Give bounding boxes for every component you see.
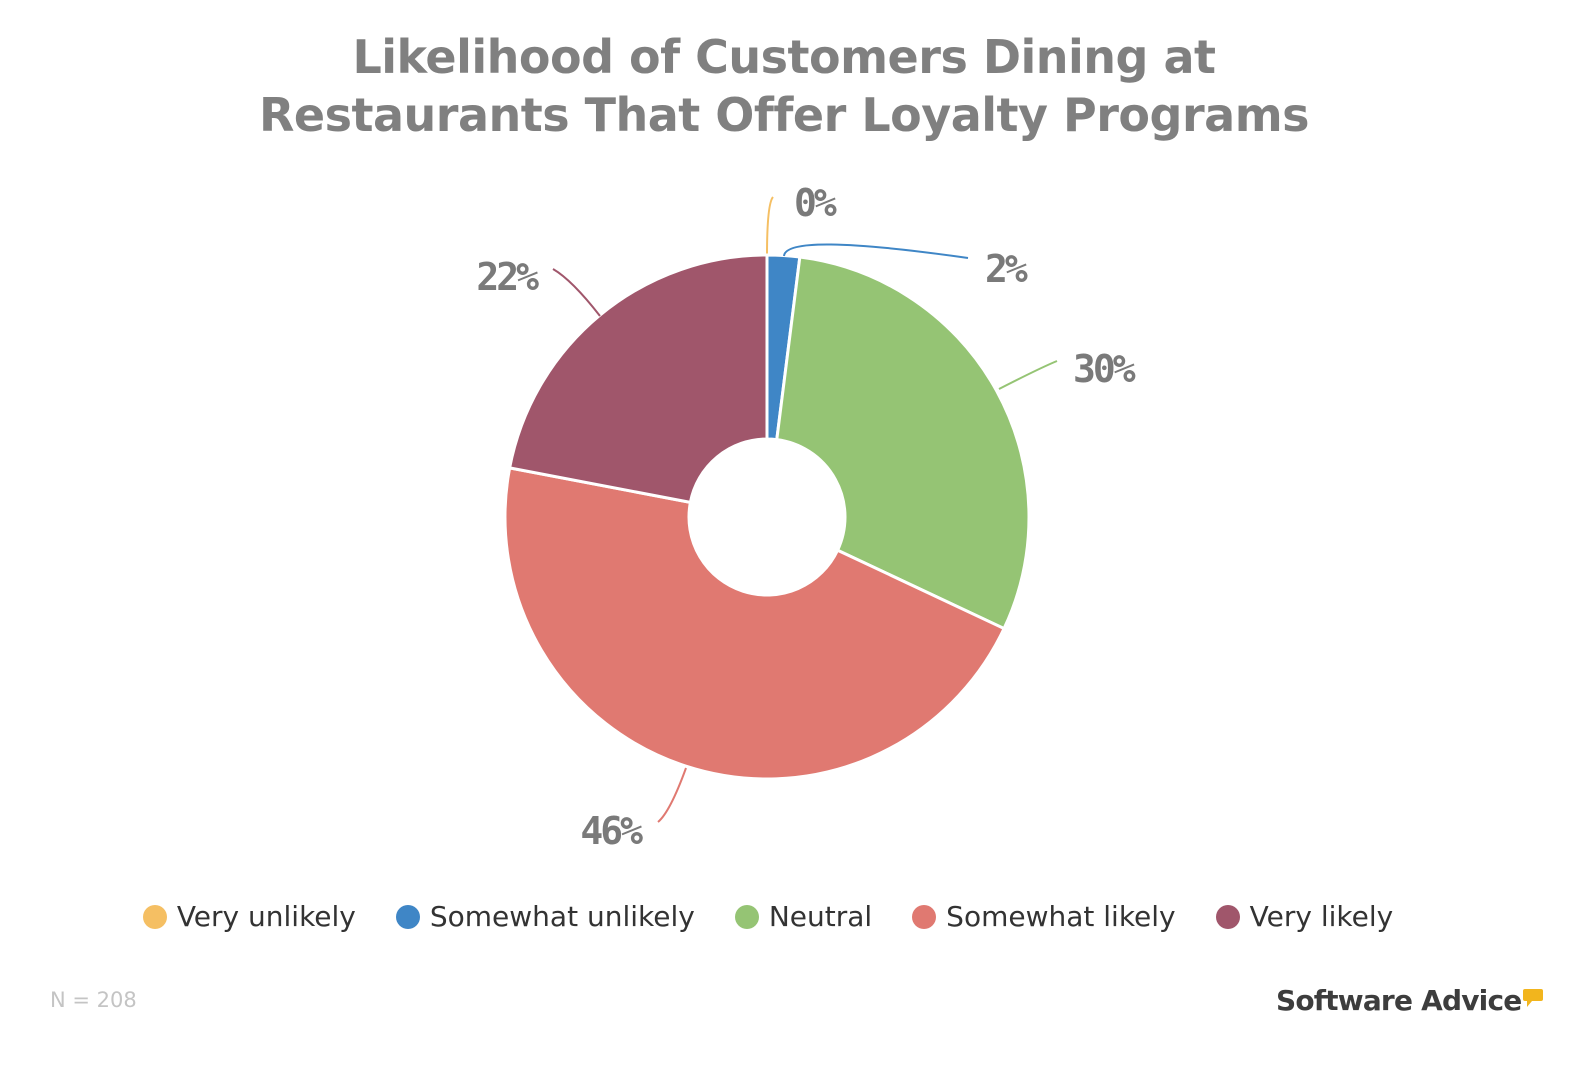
brand-name: Software Advice <box>1276 984 1522 1017</box>
legend-label: Very unlikely <box>176 900 356 933</box>
legend-swatch <box>912 904 937 929</box>
leader-line-neutral <box>998 360 1058 390</box>
data-label-very-unlikely: 0% <box>794 181 837 225</box>
chart-title-line-1: Likelihood of Customers Dining at <box>352 30 1216 84</box>
legend-label: Very likely <box>1249 900 1394 933</box>
legend-swatch <box>142 904 167 929</box>
sample-size-footnote: N = 208 <box>50 988 137 1012</box>
leader-line-somewhat-likely <box>657 767 687 823</box>
data-label-somewhat-likely: 46% <box>580 809 643 853</box>
slice-somewhat-likely <box>503 466 1007 781</box>
legend-label: Somewhat likely <box>946 900 1176 933</box>
legend-swatch <box>395 904 420 929</box>
data-label-somewhat-unlikely: 2% <box>985 247 1028 291</box>
leader-line-very-likely <box>552 268 601 317</box>
legend-item-very-likely: Very likely <box>1215 900 1394 933</box>
slice-neutral <box>775 255 1031 631</box>
data-label-neutral: 30% <box>1073 347 1136 391</box>
legend-label: Neutral <box>768 900 873 933</box>
data-label-very-likely: 22% <box>476 255 539 299</box>
chart-title-line-2: Restaurants That Offer Loyalty Programs <box>259 88 1310 142</box>
slice-very-likely <box>507 253 769 505</box>
legend-item-somewhat-likely: Somewhat likely <box>912 900 1176 933</box>
donut-chart: 0% 2% 30% 46% 22% <box>476 181 1138 853</box>
chart-legend: Very unlikely Somewhat unlikely Neutral Som… <box>0 900 1536 933</box>
legend-label: Somewhat unlikely <box>429 900 695 933</box>
legend-swatch <box>1215 904 1240 929</box>
legend-item-neutral: Neutral <box>734 900 873 933</box>
brand-logo: Software Advice <box>1276 984 1544 1017</box>
chart-title: Likelihood of Customers Dining at Restau… <box>0 28 1568 144</box>
legend-item-somewhat-unlikely: Somewhat unlikely <box>395 900 695 933</box>
legend-swatch <box>734 904 759 929</box>
leader-line-somewhat-unlikely <box>783 243 969 259</box>
legend-item-very-unlikely: Very unlikely <box>142 900 356 933</box>
speech-bubble-icon <box>1523 989 1544 1007</box>
leader-line-very-unlikely <box>766 196 774 257</box>
